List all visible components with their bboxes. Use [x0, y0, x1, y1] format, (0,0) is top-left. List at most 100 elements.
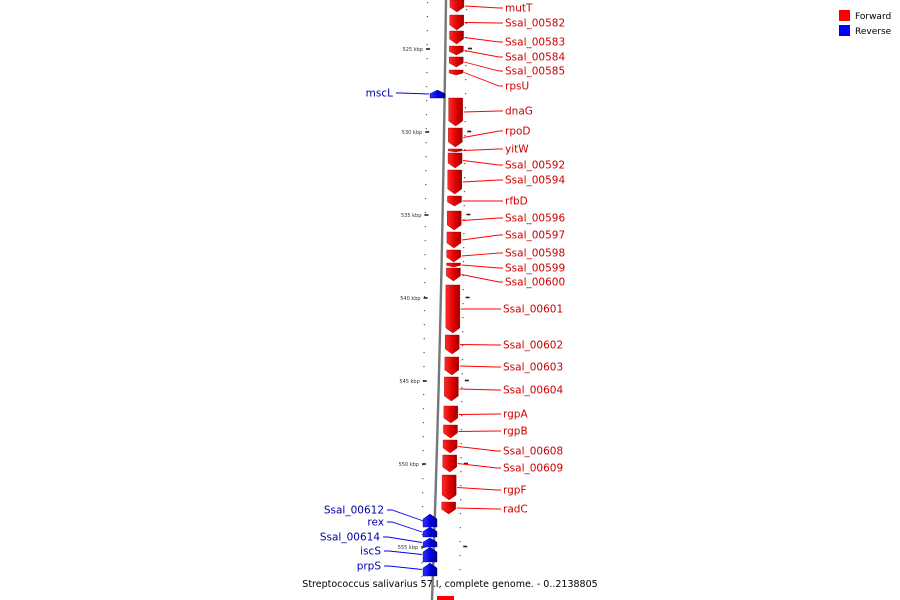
- legend-label-forward[interactable]: Forward: [855, 12, 891, 22]
- forward-gene-arrow[interactable]: [448, 97, 463, 127]
- forward-gene-label[interactable]: Ssal_00602: [503, 340, 563, 352]
- backbone-dot: [422, 478, 424, 480]
- forward-gene-arrow[interactable]: [448, 127, 463, 148]
- reverse-gene-label[interactable]: mscL: [366, 88, 393, 100]
- backbone-dot: [425, 170, 427, 172]
- forward-gene-label[interactable]: Ssal_00594: [505, 175, 565, 187]
- forward-gene-connector: [461, 252, 503, 257]
- forward-gene-label[interactable]: radC: [503, 504, 528, 516]
- reverse-gene-arrow[interactable]: [422, 513, 438, 528]
- backbone-dot: [462, 275, 464, 277]
- forward-gene-label[interactable]: Ssal_00604: [503, 385, 563, 397]
- forward-gene-arrow[interactable]: [447, 152, 463, 169]
- forward-gene-arrow[interactable]: [447, 210, 462, 231]
- backbone-dot: [421, 520, 423, 522]
- forward-gene-arrow[interactable]: [447, 195, 462, 207]
- forward-gene-arrow[interactable]: [448, 69, 464, 76]
- reverse-gene-arrow[interactable]: [422, 562, 438, 577]
- backbone-dot: [464, 107, 466, 109]
- forward-gene-arrow[interactable]: [446, 262, 461, 268]
- forward-gene-label[interactable]: Ssal_00603: [503, 362, 563, 374]
- backbone-dot: [459, 527, 461, 529]
- forward-gene-arrow[interactable]: [441, 474, 457, 501]
- tick-label: 530 kbp: [402, 130, 422, 136]
- forward-gene-label[interactable]: Ssal_00599: [505, 263, 565, 275]
- tick-mark: [464, 462, 468, 465]
- forward-gene-arrow[interactable]: [449, 56, 464, 68]
- reverse-gene-label[interactable]: rex: [367, 517, 384, 529]
- forward-gene-label[interactable]: Ssal_00609: [503, 463, 563, 475]
- forward-gene-arrow[interactable]: [442, 454, 457, 473]
- gene-labels: mutT Ssal_00582 Ssal_00583 Ssal_00584 Ssal_0…: [320, 3, 566, 573]
- forward-gene-arrow[interactable]: [445, 334, 460, 355]
- reverse-gene-arrow[interactable]: [422, 526, 438, 538]
- backbone-dot: [464, 149, 466, 151]
- forward-gene-label[interactable]: rgpB: [503, 426, 528, 438]
- backbone-dot: [463, 219, 465, 221]
- reverse-gene-arrow[interactable]: [422, 537, 438, 548]
- forward-gene-arrow[interactable]: [449, 45, 464, 56]
- forward-gene-label[interactable]: Ssal_00608: [503, 446, 563, 458]
- forward-gene-label[interactable]: rfbD: [505, 196, 528, 208]
- backbone-dot: [462, 303, 464, 305]
- forward-gene-label[interactable]: rgpF: [503, 485, 527, 497]
- forward-gene-arrow[interactable]: [443, 405, 459, 424]
- backbone-dot: [422, 436, 424, 438]
- forward-gene-arrow[interactable]: [443, 424, 458, 439]
- reverse-gene-label[interactable]: Ssal_00612: [324, 505, 384, 517]
- backbone-dot: [424, 268, 426, 270]
- reverse-gene-arrow[interactable]: [429, 89, 446, 99]
- backbone-dot: [426, 58, 428, 60]
- forward-gene-label[interactable]: Ssal_00585: [505, 66, 565, 78]
- forward-gene-label[interactable]: Ssal_00592: [505, 160, 565, 172]
- forward-gene-label[interactable]: yitW: [505, 144, 529, 156]
- forward-gene-connector: [464, 5, 503, 9]
- backbone-dot: [463, 233, 465, 235]
- tick-mark: [424, 214, 429, 216]
- forward-gene-arrow[interactable]: [447, 148, 463, 153]
- forward-gene-label[interactable]: Ssal_00600: [505, 277, 565, 289]
- forward-gene-label[interactable]: Ssal_00583: [505, 37, 565, 49]
- backbone-dot: [461, 359, 463, 361]
- forward-gene-arrow[interactable]: [444, 376, 459, 402]
- forward-gene-label[interactable]: Ssal_00584: [505, 52, 565, 64]
- forward-gene-label[interactable]: rgpA: [503, 409, 528, 421]
- forward-gene-arrow[interactable]: [449, 14, 464, 31]
- legend-label-reverse[interactable]: Reverse: [855, 27, 892, 37]
- backbone-dot: [422, 450, 424, 452]
- backbone-dot: [425, 128, 427, 130]
- forward-gene-arrow[interactable]: [447, 169, 462, 195]
- forward-gene-label[interactable]: Ssal_00596: [505, 213, 565, 225]
- forward-gene-connector: [464, 61, 503, 72]
- reverse-gene-connector: [384, 565, 423, 570]
- forward-gene-arrow[interactable]: [449, 30, 464, 45]
- backbone-dot: [424, 282, 426, 284]
- tick-mark: [426, 48, 430, 50]
- forward-gene-label[interactable]: Ssal_00598: [505, 248, 565, 260]
- forward-gene-label[interactable]: rpoD: [505, 126, 531, 138]
- reverse-gene-label[interactable]: iscS: [360, 546, 381, 558]
- backbone-dot: [424, 212, 427, 214]
- forward-gene-label[interactable]: Ssal_00597: [505, 230, 565, 242]
- backbone-dot: [426, 72, 428, 74]
- forward-gene-label[interactable]: dnaG: [505, 106, 533, 118]
- reverse-gene-label[interactable]: Ssal_00614: [320, 532, 380, 544]
- reverse-gene-label[interactable]: prpS: [357, 561, 382, 573]
- forward-gene-label[interactable]: Ssal_00601: [503, 304, 563, 316]
- reverse-gene-arrow[interactable]: [422, 546, 438, 563]
- forward-gene-arrow[interactable]: [449, 0, 465, 13]
- forward-gene-arrow[interactable]: [444, 356, 460, 376]
- forward-gene-arrow[interactable]: [446, 249, 461, 263]
- backbone-dot: [426, 44, 428, 46]
- forward-gene-connector: [463, 110, 503, 113]
- forward-gene-arrow[interactable]: [446, 231, 462, 249]
- forward-gene-arrow[interactable]: [446, 267, 461, 282]
- forward-gene-label[interactable]: rpsU: [505, 81, 529, 93]
- forward-gene-arrow[interactable]: [441, 501, 456, 515]
- forward-gene-arrow[interactable]: [445, 284, 461, 334]
- backbone-dot: [422, 408, 425, 410]
- forward-gene-arrow[interactable]: [442, 439, 458, 454]
- forward-gene-label[interactable]: Ssal_00582: [505, 18, 565, 30]
- backbone-dot: [465, 51, 467, 53]
- forward-gene-label[interactable]: mutT: [505, 3, 533, 15]
